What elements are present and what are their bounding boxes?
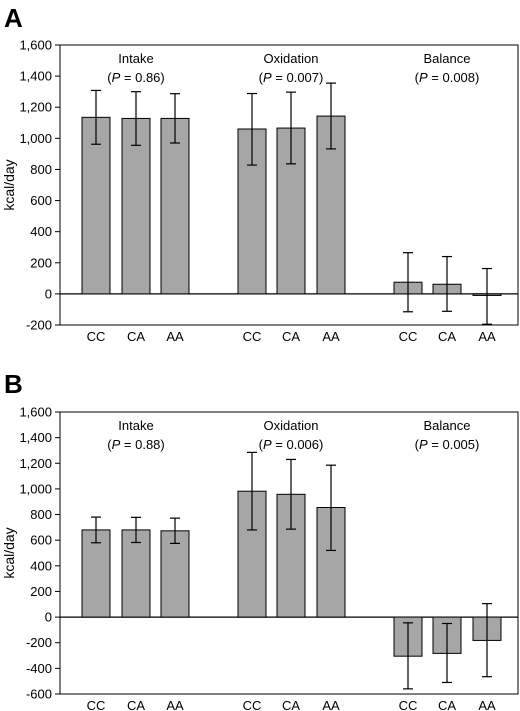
group-title: Intake bbox=[118, 418, 153, 433]
p-value-text: = 0.86) bbox=[120, 70, 164, 85]
y-tick-label: 1,200 bbox=[19, 456, 52, 471]
panel-b: B -600 -400 -200 0 200 400 600 800 1,000 1,200 1,40… bbox=[1, 369, 519, 711]
y-tick-label: 600 bbox=[30, 193, 52, 208]
x-tick-label: CC bbox=[399, 698, 418, 711]
plot-frame bbox=[59, 411, 519, 695]
y-axis-label: kcal/day bbox=[1, 527, 17, 578]
y-tick-label: 400 bbox=[30, 224, 52, 239]
y-tick-label: 400 bbox=[30, 558, 52, 573]
group-p-value: (P = 0.88) bbox=[107, 437, 164, 452]
group-title: Oxidation bbox=[264, 51, 319, 66]
y-tick-label: 800 bbox=[30, 162, 52, 177]
group-title: Balance bbox=[424, 418, 471, 433]
group-title: Balance bbox=[424, 51, 471, 66]
y-tick-label: 200 bbox=[30, 255, 52, 270]
bar bbox=[121, 529, 151, 618]
y-tick-label: 1,400 bbox=[19, 430, 52, 445]
x-tick-label: AA bbox=[166, 698, 184, 711]
bar bbox=[121, 117, 151, 295]
p-value-text: = 0.007) bbox=[272, 70, 324, 85]
x-tick-label: CA bbox=[127, 698, 145, 711]
x-tick-label: AA bbox=[166, 329, 184, 344]
group-title: Oxidation bbox=[264, 418, 319, 433]
group-p-value: (P = 0.005) bbox=[415, 437, 480, 452]
panel-letter: B bbox=[4, 369, 23, 399]
p-value-text: = 0.008) bbox=[428, 70, 480, 85]
p-open-paren: ( bbox=[259, 437, 264, 452]
y-tick-label: 0 bbox=[45, 610, 52, 625]
y-tick-label: -200 bbox=[26, 635, 52, 650]
p-letter: P bbox=[263, 437, 272, 452]
panel-a: A -200 0 200 400 600 800 1,000 1,200 1,400 1,600 kc… bbox=[1, 3, 519, 344]
x-tick-label: CC bbox=[399, 329, 418, 344]
y-axis-label: kcal/day bbox=[1, 159, 17, 210]
p-value-text: = 0.006) bbox=[272, 437, 324, 452]
group-p-value: (P = 0.007) bbox=[259, 70, 324, 85]
p-open-paren: ( bbox=[107, 70, 112, 85]
x-tick-label: CA bbox=[282, 698, 300, 711]
y-tick-label: 600 bbox=[30, 533, 52, 548]
p-open-paren: ( bbox=[415, 437, 420, 452]
y-tick-label: 1,600 bbox=[19, 38, 52, 53]
x-tick-label: CA bbox=[438, 329, 456, 344]
plot-frame bbox=[59, 44, 519, 326]
group-p-value: (P = 0.006) bbox=[259, 437, 324, 452]
p-open-paren: ( bbox=[415, 70, 420, 85]
y-tick-label: -200 bbox=[26, 318, 52, 333]
group-p-value: (P = 0.008) bbox=[415, 70, 480, 85]
panel-letter: A bbox=[4, 3, 23, 33]
p-letter: P bbox=[419, 437, 428, 452]
x-tick-label: CA bbox=[282, 329, 300, 344]
y-tick-label: 0 bbox=[45, 286, 52, 301]
x-tick-label: CC bbox=[243, 698, 262, 711]
group-title: Intake bbox=[118, 51, 153, 66]
y-tick-label: 1,600 bbox=[19, 405, 52, 420]
y-tick-label: -400 bbox=[26, 661, 52, 676]
group-p-value: (P = 0.86) bbox=[107, 70, 164, 85]
bar bbox=[160, 530, 190, 618]
p-open-paren: ( bbox=[107, 437, 112, 452]
p-open-paren: ( bbox=[259, 70, 264, 85]
x-tick-label: AA bbox=[478, 329, 496, 344]
p-letter: P bbox=[263, 70, 272, 85]
y-tick-label: 200 bbox=[30, 584, 52, 599]
bar bbox=[160, 117, 190, 295]
y-tick-label: 1,200 bbox=[19, 100, 52, 115]
x-tick-label: CA bbox=[438, 698, 456, 711]
y-tick-label: 1,000 bbox=[19, 131, 52, 146]
y-tick-label: 1,000 bbox=[19, 481, 52, 496]
y-tick-label: 800 bbox=[30, 507, 52, 522]
x-tick-label: AA bbox=[322, 698, 340, 711]
x-tick-label: AA bbox=[322, 329, 340, 344]
x-tick-label: CC bbox=[87, 698, 106, 711]
p-value-text: = 0.88) bbox=[120, 437, 164, 452]
p-letter: P bbox=[112, 437, 121, 452]
y-tick-label: -600 bbox=[26, 687, 52, 702]
x-tick-label: CC bbox=[243, 329, 262, 344]
x-tick-label: AA bbox=[478, 698, 496, 711]
x-tick-label: CA bbox=[127, 329, 145, 344]
p-letter: P bbox=[419, 70, 428, 85]
bar bbox=[81, 529, 111, 618]
p-value-text: = 0.005) bbox=[428, 437, 480, 452]
x-tick-label: CC bbox=[87, 329, 106, 344]
y-tick-label: 1,400 bbox=[19, 69, 52, 84]
p-letter: P bbox=[112, 70, 121, 85]
